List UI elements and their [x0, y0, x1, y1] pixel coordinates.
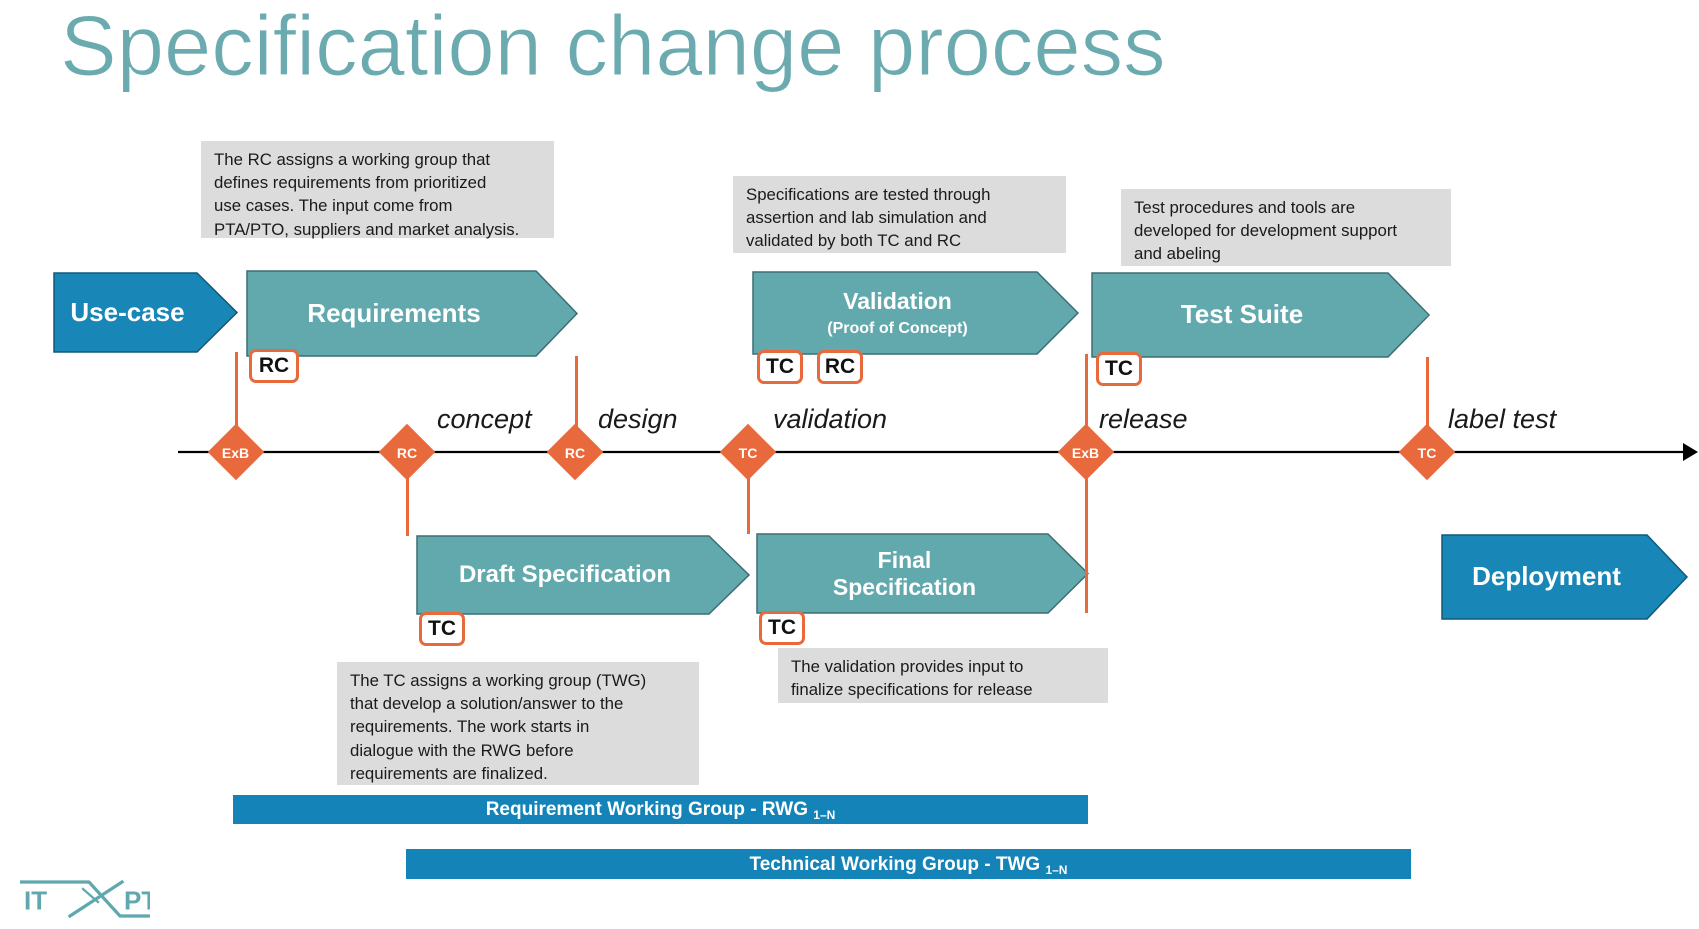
svg-text:PT: PT: [124, 886, 150, 916]
svg-text:IT: IT: [24, 886, 47, 916]
